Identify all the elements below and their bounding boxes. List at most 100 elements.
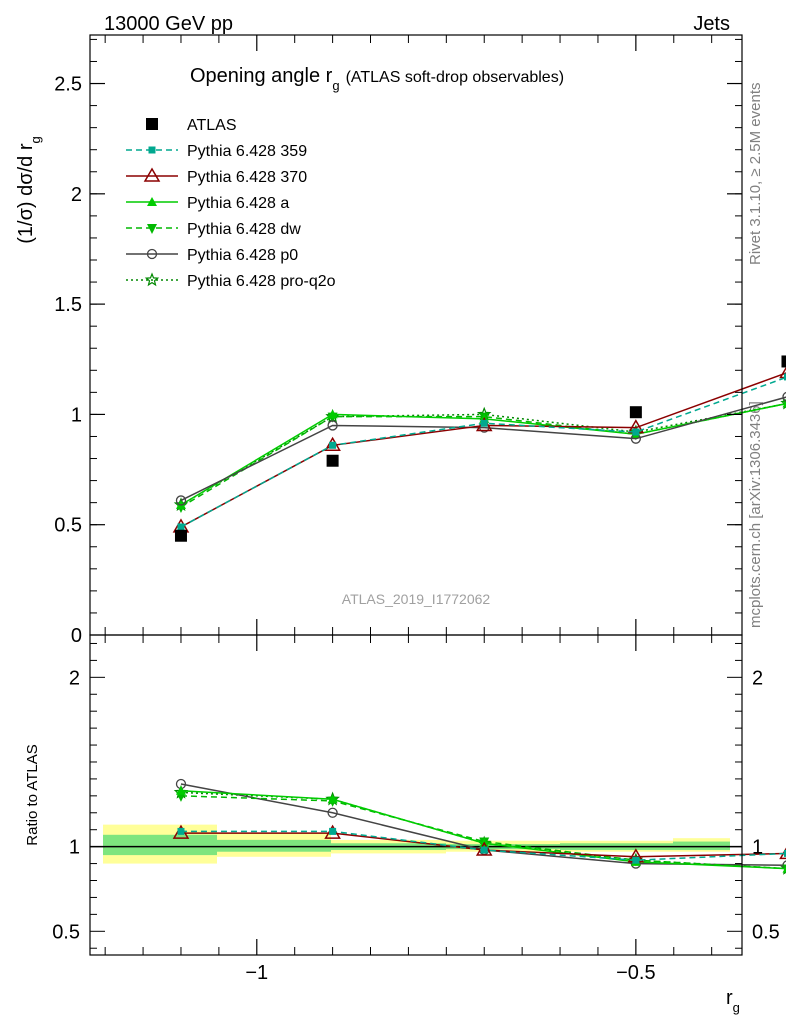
ratio-y-label: Ratio to ATLAS xyxy=(24,744,41,845)
ratio-y-tick-label-right: 2 xyxy=(752,667,763,689)
main-y-tick-label: 1 xyxy=(71,404,82,426)
ratio-point-pa xyxy=(175,785,186,795)
ratio-line-pdw xyxy=(180,795,786,870)
main-plot-area xyxy=(172,355,786,542)
legend-label: Pythia 6.428 a xyxy=(187,195,289,212)
main-panel: 0.5 1 1.5 2 2.5 0 xyxy=(54,34,786,647)
legend-marker xyxy=(146,248,158,260)
legend-marker xyxy=(144,272,160,287)
ratio-x-axis: −1 −0.5 xyxy=(104,635,713,984)
ratio-point-p359 xyxy=(632,856,640,864)
x-label-main: r xyxy=(726,987,733,1009)
main-y-axis: 0.5 1 1.5 2 2.5 0 xyxy=(54,38,742,647)
legend-label: Pythia 6.428 p0 xyxy=(187,247,298,264)
ratio-line-pa xyxy=(180,790,786,870)
analysis-watermark: ATLAS_2019_I1772062 xyxy=(342,591,491,607)
data-point-atlas xyxy=(326,454,339,467)
legend-item-pp0: Pythia 6.428 p0 xyxy=(126,247,298,264)
legend-item-p359: Pythia 6.428 359 xyxy=(126,143,307,160)
data-point-pa xyxy=(327,409,338,419)
series-p370 xyxy=(172,366,786,533)
legend-item-p370: Pythia 6.428 370 xyxy=(126,167,307,186)
main-y-label: (1/σ) dσ/d rg xyxy=(15,136,43,244)
data-point-atlas xyxy=(629,406,642,419)
data-point-p359 xyxy=(783,373,786,381)
data-point-p359 xyxy=(480,419,488,427)
main-x-axis xyxy=(104,35,713,635)
series-atlas xyxy=(174,355,786,542)
ratio-y-tick-label: 1 xyxy=(69,837,80,859)
title-text: Opening angle rg (ATLAS soft-drop observa… xyxy=(190,65,564,93)
legend-item-atlas: ATLAS xyxy=(146,117,237,134)
main-y-tick-label: 0.5 xyxy=(54,515,82,537)
series-pp0 xyxy=(175,391,786,506)
series-line-pdw xyxy=(180,402,786,508)
main-y-label-main: (1/σ) dσ/d r xyxy=(15,143,37,244)
title-subscript: g xyxy=(332,78,339,93)
x-axis-label: rg xyxy=(726,987,740,1015)
data-point-atlas xyxy=(174,529,187,542)
title-main-text: Opening angle r xyxy=(190,65,333,87)
ratio-y-tick-label: 0.5 xyxy=(52,921,80,943)
legend-label: Pythia 6.428 dw xyxy=(187,221,301,238)
x-tick-label: −0.5 xyxy=(616,962,655,984)
series-line-pp0 xyxy=(180,396,786,502)
series-line-pq2o xyxy=(180,402,786,506)
ratio-line-p359 xyxy=(180,830,786,861)
main-y-tick-label: 1.5 xyxy=(54,294,82,316)
data-point-pp0 xyxy=(782,391,786,402)
ratio-point-pa xyxy=(782,866,786,873)
x-label-text: rg xyxy=(726,987,740,1015)
ratio-point-p359 xyxy=(480,846,488,854)
ratio-y-tick-label-right: 0.5 xyxy=(752,921,780,943)
data-point-p359 xyxy=(632,428,640,436)
ratio-point-pp0 xyxy=(327,807,338,818)
ratio-line-p370 xyxy=(180,832,786,858)
main-y-tick-label: 2.5 xyxy=(54,74,82,96)
x-label-sub: g xyxy=(733,1000,740,1015)
header-process: Jets xyxy=(693,13,730,35)
main-y-label-sub: g xyxy=(28,136,43,143)
legend-marker xyxy=(147,224,157,234)
ratio-y-axis: 0.5 0.5 1 1 2 2 xyxy=(52,642,780,949)
legend: ATLAS Pythia 6.428 359 Pythia 6.428 370 Pyt… xyxy=(126,117,336,290)
data-point-p359 xyxy=(177,523,185,531)
data-point-pq2o xyxy=(780,399,786,410)
legend-marker xyxy=(143,167,161,182)
data-point-p370 xyxy=(779,366,786,379)
ratio-point-pa xyxy=(327,794,338,804)
rivet-label: Rivet 3.1.10, ≥ 2.5M events xyxy=(747,83,764,266)
ratio-point-p359 xyxy=(329,827,337,835)
data-point-pp0 xyxy=(327,420,338,431)
main-y-label-text: (1/σ) dσ/d rg xyxy=(15,136,43,244)
ratio-y-tick-label: 2 xyxy=(69,667,80,689)
ratio-series-p359 xyxy=(177,827,786,864)
main-y-tick-label: 2 xyxy=(71,184,82,206)
data-point-p359 xyxy=(329,441,337,449)
data-point-pa xyxy=(782,401,786,408)
legend-marker xyxy=(148,146,156,154)
ratio-band-green xyxy=(103,834,217,856)
legend-marker xyxy=(146,118,158,130)
ratio-series-pa xyxy=(175,785,786,873)
main-y-tick-label: 0 xyxy=(71,625,82,647)
header-energy: 13000 GeV pp xyxy=(104,13,233,35)
legend-item-pq2o: Pythia 6.428 pro-q2o xyxy=(126,272,336,290)
series-line-p370 xyxy=(180,372,786,528)
data-point-pp0 xyxy=(175,495,187,506)
mcplots-label: mcplots.cern.ch [arXiv:1306.3436] xyxy=(747,401,764,628)
legend-label: Pythia 6.428 pro-q2o xyxy=(187,273,336,290)
ratio-y-tick-label-right: 1 xyxy=(752,837,763,859)
ratio-plot-area xyxy=(172,778,786,875)
ratio-band-green xyxy=(673,841,730,851)
series-pdw xyxy=(175,399,786,514)
ratio-point-pdw xyxy=(782,864,786,872)
legend-label: ATLAS xyxy=(187,117,237,134)
ratio-uncertainty-bands xyxy=(90,824,742,864)
data-point-atlas xyxy=(781,355,786,368)
ratio-point-p359 xyxy=(177,827,185,835)
series-p359 xyxy=(177,373,786,531)
ratio-band-green xyxy=(217,839,331,852)
legend-item-pdw: Pythia 6.428 dw xyxy=(126,221,301,238)
